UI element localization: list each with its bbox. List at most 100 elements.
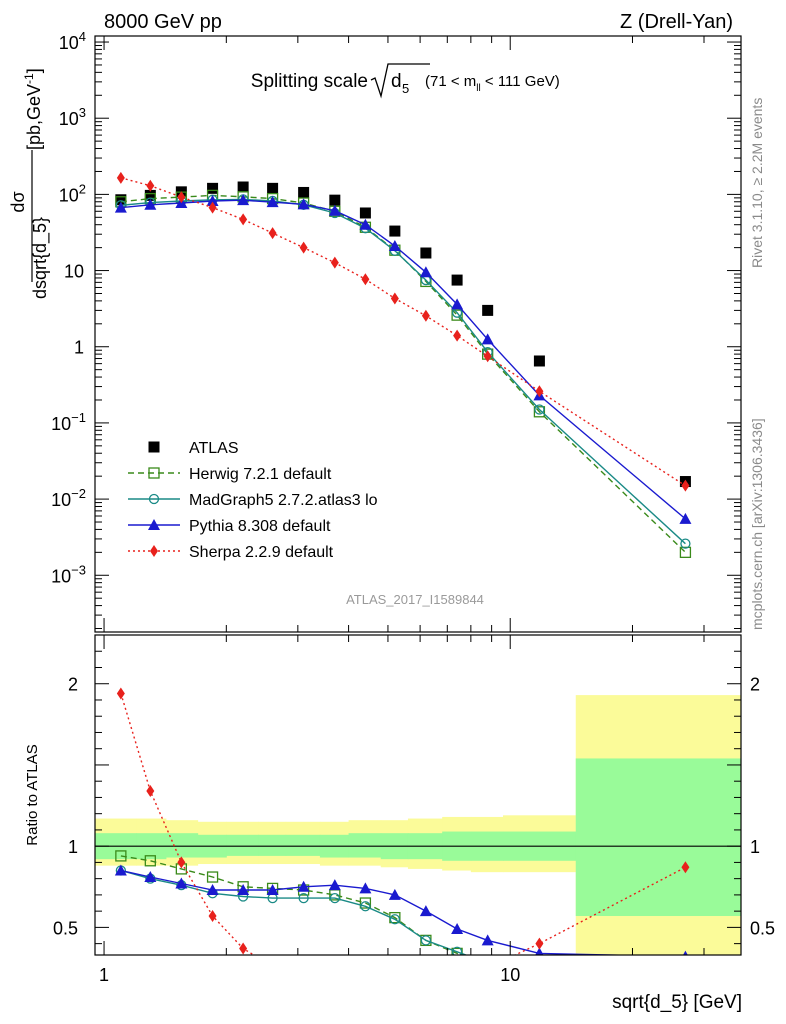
main-point	[451, 309, 463, 321]
main-point	[451, 274, 463, 286]
main-point	[115, 194, 127, 206]
ratio-point	[144, 871, 157, 883]
legend-marker	[150, 545, 158, 557]
plot-title-text: Splitting scale	[251, 71, 368, 92]
ratio-point	[146, 784, 155, 797]
ratio-series-layer	[114, 687, 690, 993]
ratio-point	[329, 892, 340, 904]
ratio-point	[419, 905, 432, 917]
mass-cut-subscript: ll	[476, 83, 480, 94]
y-tick-label: 103	[59, 105, 86, 129]
ratio-point	[206, 871, 219, 883]
plot-title-symbol: d	[391, 71, 402, 92]
main-point	[679, 546, 692, 558]
energy-label: 8000 GeV pp	[104, 11, 222, 33]
ratio-point	[420, 935, 432, 946]
ratio-point	[206, 884, 219, 896]
main-point	[681, 479, 690, 492]
plot-title-subscript: 5	[402, 81, 409, 96]
ratio-y-label: Ratio to ATLAS	[24, 744, 41, 845]
stat-band-segment	[226, 834, 259, 856]
legend-label: ATLAS	[189, 440, 239, 457]
main-point	[535, 385, 544, 398]
legend-entry-sherpa-2-2-9-default: Sherpa 2.2.9 default	[128, 544, 334, 561]
ratio-point	[361, 981, 369, 993]
legend-marker	[148, 493, 160, 505]
legend-label: Sherpa 2.2.9 default	[189, 544, 334, 561]
ratio-point	[681, 861, 690, 874]
main-point	[177, 191, 186, 204]
ratio-point	[483, 959, 492, 968]
main-point	[297, 198, 310, 210]
ratio-point	[451, 946, 463, 955]
analysis-id-label: ATLAS_2017_I1589844	[346, 592, 484, 607]
legend-entry-herwig-7-2-1-default: Herwig 7.2.1 default	[128, 466, 332, 483]
mass-cut-text: (71 < m	[425, 73, 476, 90]
legend-label: Pythia 8.308 default	[189, 518, 331, 535]
main-point	[267, 182, 279, 194]
x-tick-label: 10	[500, 965, 520, 985]
ratio-point	[144, 855, 156, 867]
y-tick-label: 10	[64, 262, 84, 282]
main-point	[207, 182, 219, 194]
stat-band-segment	[575, 758, 741, 917]
x-tick-label: 1	[99, 965, 109, 985]
sqrt-symbol-icon	[370, 63, 430, 99]
y-label-unit-exponent: -1	[22, 73, 36, 84]
ratio-point	[331, 978, 339, 990]
ratio-point	[298, 892, 309, 904]
ratio-point	[359, 897, 372, 909]
main-point	[451, 298, 464, 310]
legend-label: MadGraph5 2.7.2.atlas3 lo	[189, 492, 378, 509]
main-point	[146, 179, 155, 192]
main-point	[328, 204, 341, 216]
main-point	[359, 218, 372, 230]
main-point	[533, 355, 545, 367]
legend-entry-pythia-8-308-default: Pythia 8.308 default	[128, 518, 331, 535]
ratio-point	[389, 914, 401, 925]
ratio-point	[535, 947, 544, 955]
y-tick-label: 1	[74, 338, 84, 358]
ratio-series-pythia-8-308-default	[114, 864, 688, 955]
ratio-point	[115, 850, 127, 862]
main-point	[420, 247, 432, 259]
ratio-point	[453, 972, 461, 984]
main-point	[389, 225, 401, 237]
main-point	[144, 189, 156, 201]
ratio-point	[535, 937, 544, 950]
main-point	[206, 194, 219, 206]
main-series-atlas	[115, 181, 691, 488]
ratio-point	[208, 910, 217, 923]
ratio-y-tick-label-left: 2	[68, 675, 78, 695]
main-panel-frame	[94, 35, 742, 633]
main-point	[114, 201, 127, 213]
legend-entry-atlas: ATLAS	[148, 440, 239, 457]
ratio-line-madgraph5-2-7-2-atlas3-lo	[120, 869, 468, 955]
ratio-point	[359, 882, 372, 894]
ratio-point	[237, 884, 250, 896]
ratio-y-tick-label-left: 1	[68, 837, 78, 857]
main-series-sherpa-2-2-9-default	[116, 171, 690, 492]
main-point	[239, 213, 248, 226]
ratio-point	[422, 978, 430, 990]
ratio-point	[451, 923, 464, 935]
ratio-point	[269, 960, 277, 972]
ratio-point	[177, 856, 186, 869]
svg-text:dsqrt{d_5}: dsqrt{d_5}	[30, 217, 51, 299]
y-tick-label: 10−1	[51, 410, 86, 434]
ratio-point	[116, 687, 125, 700]
main-point	[237, 194, 250, 206]
ratio-series-sherpa-2-2-9-default	[116, 687, 690, 993]
main-point	[680, 538, 691, 549]
y-label-numerator: dσ	[8, 191, 28, 212]
legend-marker	[148, 467, 160, 479]
legend-marker	[148, 519, 160, 530]
ratio-y-tick-label-right: 0.5	[750, 918, 775, 938]
x-axis-label: sqrt{d_5} [GeV]	[612, 992, 742, 1013]
stat-band-segment	[285, 834, 321, 856]
legend-label: Herwig 7.2.1 default	[189, 466, 332, 483]
main-point	[266, 196, 279, 208]
main-point	[299, 241, 308, 254]
ratio-y-tick-label-right: 2	[750, 675, 760, 695]
